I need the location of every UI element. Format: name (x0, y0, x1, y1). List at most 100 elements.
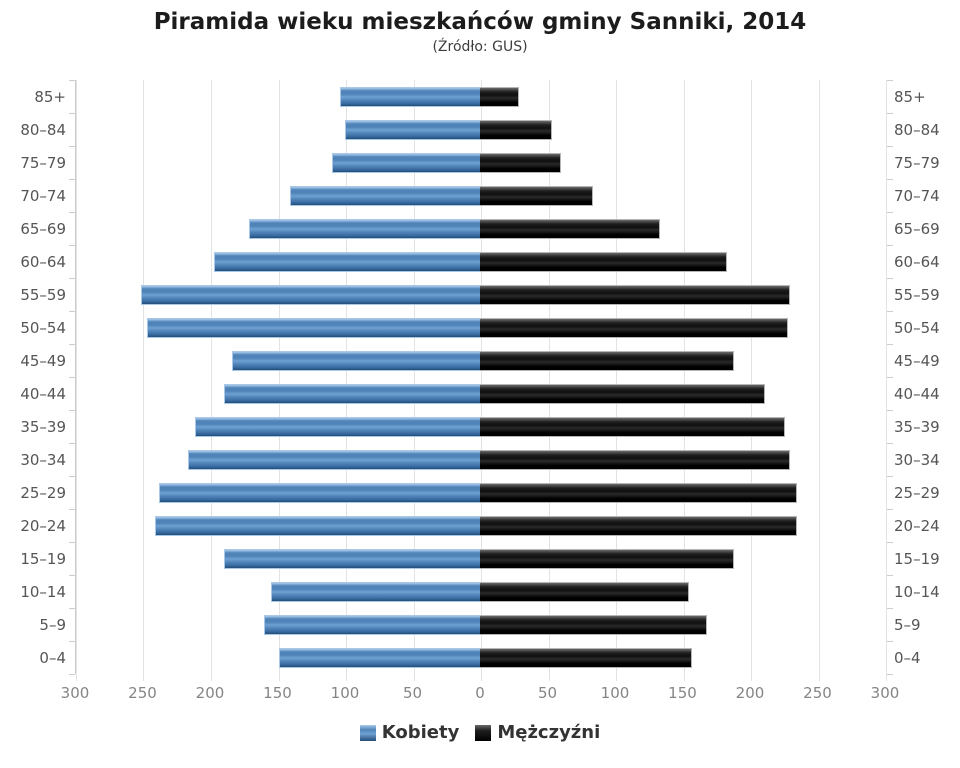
male-half (480, 86, 885, 107)
age-label-left: 80–84 (20, 120, 66, 139)
age-label-left: 0–4 (39, 648, 66, 667)
female-half (75, 581, 480, 602)
female-half (75, 317, 480, 338)
age-label-left: 70–74 (20, 186, 66, 205)
gridline (210, 80, 212, 681)
female-bar[interactable] (214, 251, 480, 272)
age-label-right: 85+ (894, 87, 926, 106)
age-label-right: 30–34 (894, 450, 940, 469)
male-half (480, 416, 885, 437)
female-bar[interactable] (146, 317, 480, 338)
age-label-left: 55–59 (20, 285, 66, 304)
age-label-right: 5–9 (894, 615, 921, 634)
female-bar[interactable] (278, 647, 480, 668)
female-half (75, 515, 480, 536)
x-tick-label: 250 (128, 684, 157, 702)
female-half (75, 284, 480, 305)
legend-item-female[interactable]: Kobiety (359, 722, 459, 743)
age-label-right: 40–44 (894, 384, 940, 403)
female-bar[interactable] (223, 548, 480, 569)
female-half (75, 482, 480, 503)
female-bar[interactable] (154, 515, 480, 536)
age-label-right: 25–29 (894, 483, 940, 502)
pyramid-row: 55–59 55–59 (0, 278, 960, 311)
male-half (480, 317, 885, 338)
female-bar[interactable] (331, 152, 480, 173)
female-bar[interactable] (249, 218, 480, 239)
male-bar[interactable] (480, 482, 798, 503)
age-label-left: 20–24 (20, 516, 66, 535)
pyramid-row: 75–79 75–79 (0, 146, 960, 179)
female-bar[interactable] (289, 185, 480, 206)
gridline (481, 80, 482, 681)
female-half (75, 218, 480, 239)
female-bar[interactable] (339, 86, 480, 107)
male-half (480, 581, 885, 602)
male-half (480, 482, 885, 503)
age-label-right: 65–69 (894, 219, 940, 238)
male-bar[interactable] (480, 515, 798, 536)
x-tick-label: 50 (537, 684, 558, 702)
male-bar[interactable] (480, 218, 660, 239)
male-bar[interactable] (480, 86, 520, 107)
age-label-left: 15–19 (20, 549, 66, 568)
male-bar[interactable] (480, 416, 786, 437)
female-bar[interactable] (270, 581, 480, 602)
age-label-left: 5–9 (39, 615, 66, 634)
female-bar[interactable] (158, 482, 480, 503)
male-bar[interactable] (480, 581, 690, 602)
age-label-right: 75–79 (894, 153, 940, 172)
pyramid-row: 10–14 10–14 (0, 575, 960, 608)
female-bar[interactable] (141, 284, 480, 305)
age-label-right: 60–64 (894, 252, 940, 271)
age-label-left: 40–44 (20, 384, 66, 403)
male-bar[interactable] (480, 119, 552, 140)
age-label-right: 45–49 (894, 351, 940, 370)
male-bar[interactable] (480, 152, 561, 173)
age-label-right: 50–54 (894, 318, 940, 337)
female-bar[interactable] (345, 119, 480, 140)
age-label-right: 20–24 (894, 516, 940, 535)
male-half (480, 548, 885, 569)
age-label-right: 10–14 (894, 582, 940, 601)
female-bar[interactable] (195, 416, 480, 437)
x-tick-label: 300 (60, 684, 90, 702)
x-tick-label: 200 (195, 684, 225, 702)
pyramid-row: 70–74 70–74 (0, 179, 960, 212)
pyramid-row: 60–64 60–64 (0, 245, 960, 278)
age-label-left: 10–14 (20, 582, 66, 601)
age-label-left: 65–69 (20, 219, 66, 238)
legend-item-male[interactable]: Mężczyźni (475, 722, 600, 743)
male-bar[interactable] (480, 383, 765, 404)
age-label-right: 55–59 (894, 285, 940, 304)
male-bar[interactable] (480, 350, 734, 371)
female-bar[interactable] (231, 350, 480, 371)
gridline (345, 80, 347, 681)
male-bar[interactable] (480, 548, 734, 569)
female-bar[interactable] (264, 614, 480, 635)
age-label-left: 30–34 (20, 450, 66, 469)
age-label-right: 70–74 (894, 186, 940, 205)
male-bar[interactable] (480, 284, 791, 305)
age-label-left: 60–64 (20, 252, 66, 271)
male-bar[interactable] (480, 251, 728, 272)
x-tick-label: 100 (330, 684, 360, 702)
age-label-right: 35–39 (894, 417, 940, 436)
male-bar[interactable] (480, 614, 707, 635)
gridline (413, 80, 415, 681)
female-bar[interactable] (223, 383, 480, 404)
pyramid-row: 45–49 45–49 (0, 344, 960, 377)
x-tick-label: 300 (870, 684, 900, 702)
male-bar[interactable] (480, 185, 594, 206)
female-half (75, 548, 480, 569)
male-bar[interactable] (480, 449, 791, 470)
x-tick-label: 200 (735, 684, 765, 702)
male-half (480, 185, 885, 206)
pyramid-row: 25–29 25–29 (0, 476, 960, 509)
female-bar[interactable] (188, 449, 480, 470)
gridline (751, 80, 752, 681)
age-label-left: 85+ (34, 87, 66, 106)
male-bar[interactable] (480, 647, 692, 668)
male-bar[interactable] (480, 317, 788, 338)
gridline (818, 80, 820, 681)
